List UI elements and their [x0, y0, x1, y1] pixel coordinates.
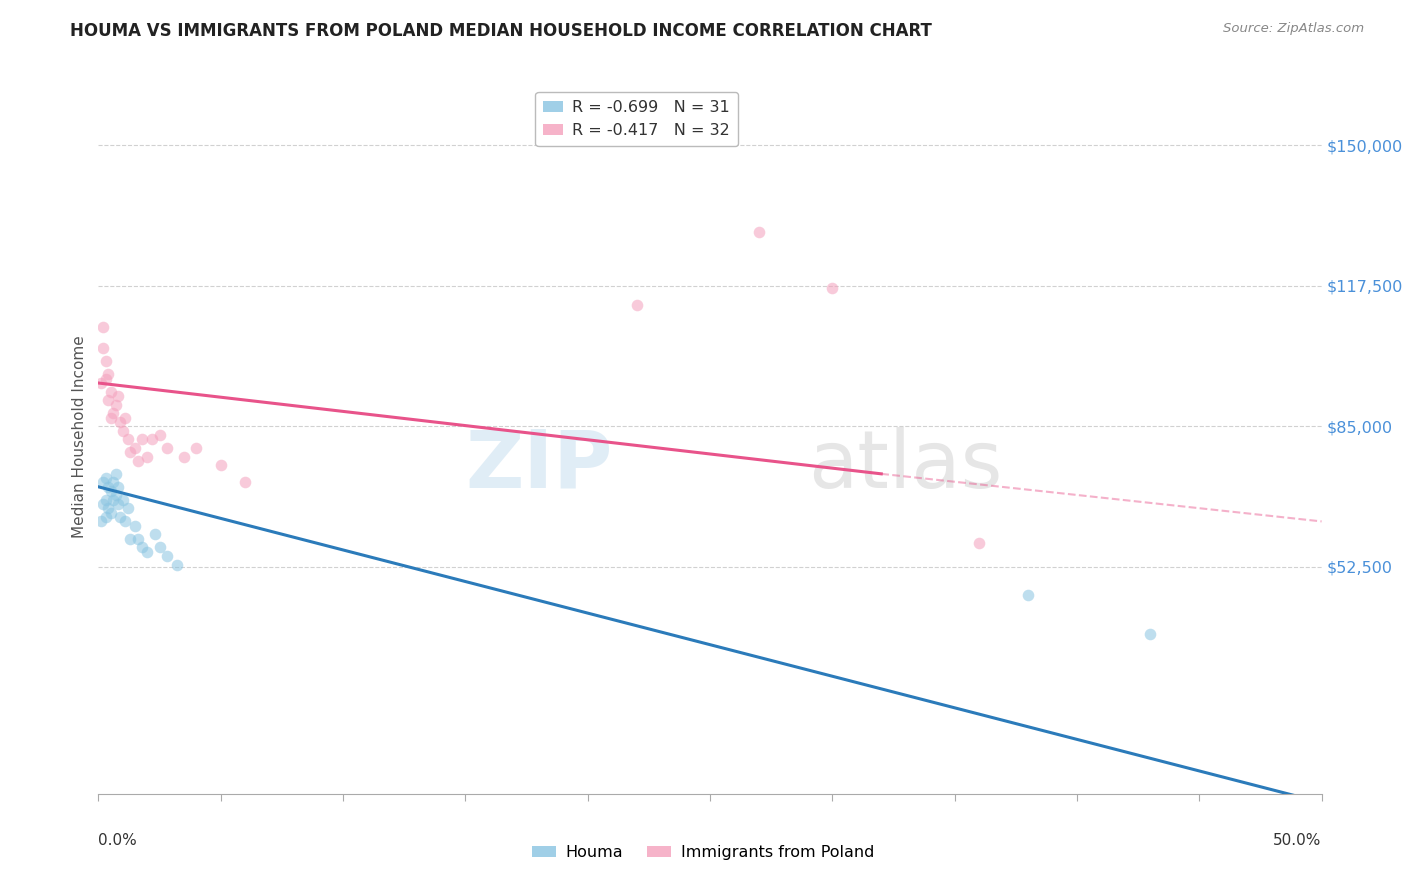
Point — [97, 393, 120, 408]
Point — [233, 475, 256, 490]
Point — [141, 432, 163, 446]
Point — [124, 518, 146, 533]
Point — [136, 544, 159, 558]
Point — [97, 368, 120, 382]
Point — [186, 441, 208, 455]
Point — [101, 492, 124, 507]
Point — [91, 319, 114, 334]
Point — [90, 376, 112, 390]
Text: HOUMA VS IMMIGRANTS FROM POLAND MEDIAN HOUSEHOLD INCOME CORRELATION CHART: HOUMA VS IMMIGRANTS FROM POLAND MEDIAN H… — [70, 22, 932, 40]
Text: Source: ZipAtlas.com: Source: ZipAtlas.com — [1223, 22, 1364, 36]
Point — [107, 480, 129, 494]
Point — [748, 225, 770, 239]
Point — [100, 384, 122, 399]
Point — [1017, 588, 1039, 602]
Point — [111, 424, 134, 438]
Point — [120, 445, 142, 459]
Point — [131, 541, 153, 555]
Point — [111, 492, 134, 507]
Point — [156, 549, 179, 563]
Point — [120, 532, 142, 546]
Point — [821, 281, 844, 295]
Point — [127, 532, 149, 546]
Point — [149, 428, 172, 442]
Point — [110, 415, 132, 429]
Point — [114, 410, 136, 425]
Point — [117, 432, 139, 446]
Point — [100, 410, 122, 425]
Point — [104, 467, 127, 481]
Point — [110, 510, 132, 524]
Point — [91, 497, 114, 511]
Point — [114, 515, 136, 529]
Point — [117, 501, 139, 516]
Point — [626, 298, 648, 312]
Text: 50.0%: 50.0% — [1274, 833, 1322, 848]
Point — [94, 354, 117, 368]
Point — [91, 342, 114, 356]
Point — [209, 458, 232, 473]
Point — [94, 492, 117, 507]
Point — [967, 536, 990, 550]
Y-axis label: Median Household Income: Median Household Income — [72, 335, 87, 539]
Point — [149, 541, 172, 555]
Point — [100, 506, 122, 520]
Point — [107, 389, 129, 403]
Point — [97, 501, 120, 516]
Point — [124, 441, 146, 455]
Point — [127, 454, 149, 468]
Point — [131, 432, 153, 446]
Point — [156, 441, 179, 455]
Point — [136, 450, 159, 464]
Point — [91, 475, 114, 490]
Legend: R = -0.699   N = 31, R = -0.417   N = 32: R = -0.699 N = 31, R = -0.417 N = 32 — [536, 92, 738, 145]
Point — [104, 488, 127, 502]
Point — [94, 510, 117, 524]
Point — [97, 480, 120, 494]
Point — [107, 497, 129, 511]
Point — [90, 515, 112, 529]
Text: 0.0%: 0.0% — [98, 833, 138, 848]
Text: atlas: atlas — [808, 426, 1002, 505]
Point — [1139, 627, 1161, 641]
Text: ZIP: ZIP — [465, 426, 612, 505]
Point — [143, 527, 166, 541]
Point — [94, 372, 117, 386]
Legend: Houma, Immigrants from Poland: Houma, Immigrants from Poland — [526, 838, 880, 866]
Point — [100, 484, 122, 499]
Point — [94, 471, 117, 485]
Point — [101, 406, 124, 420]
Point — [101, 475, 124, 490]
Point — [173, 450, 195, 464]
Point — [166, 558, 188, 572]
Point — [104, 398, 127, 412]
